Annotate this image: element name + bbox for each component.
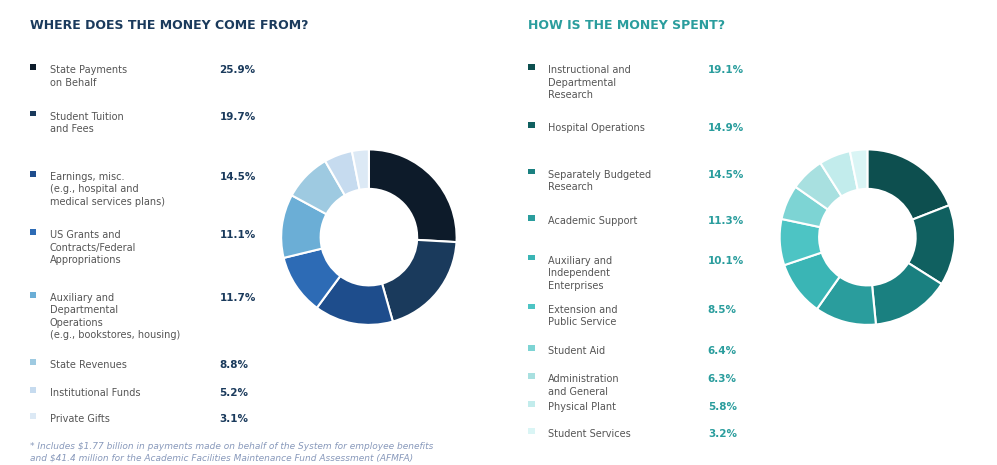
Text: 6.3%: 6.3%: [708, 374, 737, 385]
Text: 3.2%: 3.2%: [708, 429, 737, 439]
Text: Student Tuition
and Fees: Student Tuition and Fees: [50, 112, 124, 134]
Text: Earnings, misc.
(e.g., hospital and
medical services plans): Earnings, misc. (e.g., hospital and medi…: [50, 172, 165, 207]
Text: 11.7%: 11.7%: [219, 293, 255, 303]
Text: Administration
and General: Administration and General: [548, 374, 620, 397]
Text: 14.9%: 14.9%: [708, 123, 744, 133]
Text: Auxiliary and
Departmental
Operations
(e.g., bookstores, housing): Auxiliary and Departmental Operations (e…: [50, 293, 180, 340]
Text: 10.1%: 10.1%: [708, 256, 744, 266]
Wedge shape: [352, 149, 369, 190]
Text: 11.1%: 11.1%: [219, 230, 255, 240]
Wedge shape: [292, 161, 345, 214]
Text: HOW IS THE MONEY SPENT?: HOW IS THE MONEY SPENT?: [528, 19, 726, 32]
Wedge shape: [872, 263, 941, 325]
Text: 3.1%: 3.1%: [219, 414, 248, 424]
Text: 6.4%: 6.4%: [708, 346, 737, 357]
Wedge shape: [283, 249, 340, 308]
Text: 14.5%: 14.5%: [219, 172, 255, 182]
Text: Instructional and
Departmental
Research: Instructional and Departmental Research: [548, 65, 631, 100]
Text: Separately Budgeted
Research: Separately Budgeted Research: [548, 170, 651, 192]
Wedge shape: [281, 195, 326, 258]
Text: Private Gifts: Private Gifts: [50, 414, 110, 424]
Text: * Includes $1.77 billion in payments made on behalf of the System for employee b: * Includes $1.77 billion in payments mad…: [30, 442, 434, 463]
Text: Extension and
Public Service: Extension and Public Service: [548, 305, 618, 327]
Text: US Grants and
Contracts/Federal
Appropriations: US Grants and Contracts/Federal Appropri…: [50, 230, 137, 265]
Text: 19.1%: 19.1%: [708, 65, 744, 75]
Text: 11.3%: 11.3%: [708, 216, 744, 226]
Text: 5.2%: 5.2%: [219, 388, 248, 399]
Text: 14.5%: 14.5%: [708, 170, 744, 180]
Text: WHERE DOES THE MONEY COME FROM?: WHERE DOES THE MONEY COME FROM?: [30, 19, 308, 32]
Text: Physical Plant: Physical Plant: [548, 402, 616, 412]
Wedge shape: [382, 240, 457, 322]
Wedge shape: [849, 149, 867, 190]
Wedge shape: [782, 187, 828, 227]
Wedge shape: [867, 149, 949, 219]
Text: Student Services: Student Services: [548, 429, 631, 439]
Text: Hospital Operations: Hospital Operations: [548, 123, 645, 133]
Wedge shape: [821, 151, 857, 196]
Text: State Revenues: State Revenues: [50, 360, 127, 371]
Text: Student Aid: Student Aid: [548, 346, 605, 357]
Wedge shape: [780, 219, 822, 265]
Wedge shape: [785, 252, 839, 309]
Text: 19.7%: 19.7%: [219, 112, 255, 122]
Text: Institutional Funds: Institutional Funds: [50, 388, 141, 399]
Wedge shape: [817, 277, 876, 325]
Wedge shape: [317, 276, 393, 325]
Text: 8.8%: 8.8%: [219, 360, 248, 371]
Wedge shape: [369, 149, 457, 242]
Text: Auxiliary and
Independent
Enterprises: Auxiliary and Independent Enterprises: [548, 256, 612, 291]
Wedge shape: [325, 151, 360, 195]
Text: State Payments
on Behalf: State Payments on Behalf: [50, 65, 127, 87]
Text: 25.9%: 25.9%: [219, 65, 255, 75]
Text: 5.8%: 5.8%: [708, 402, 737, 412]
Wedge shape: [796, 163, 841, 210]
Text: Academic Support: Academic Support: [548, 216, 638, 226]
Wedge shape: [908, 205, 955, 284]
Text: 8.5%: 8.5%: [708, 305, 737, 315]
